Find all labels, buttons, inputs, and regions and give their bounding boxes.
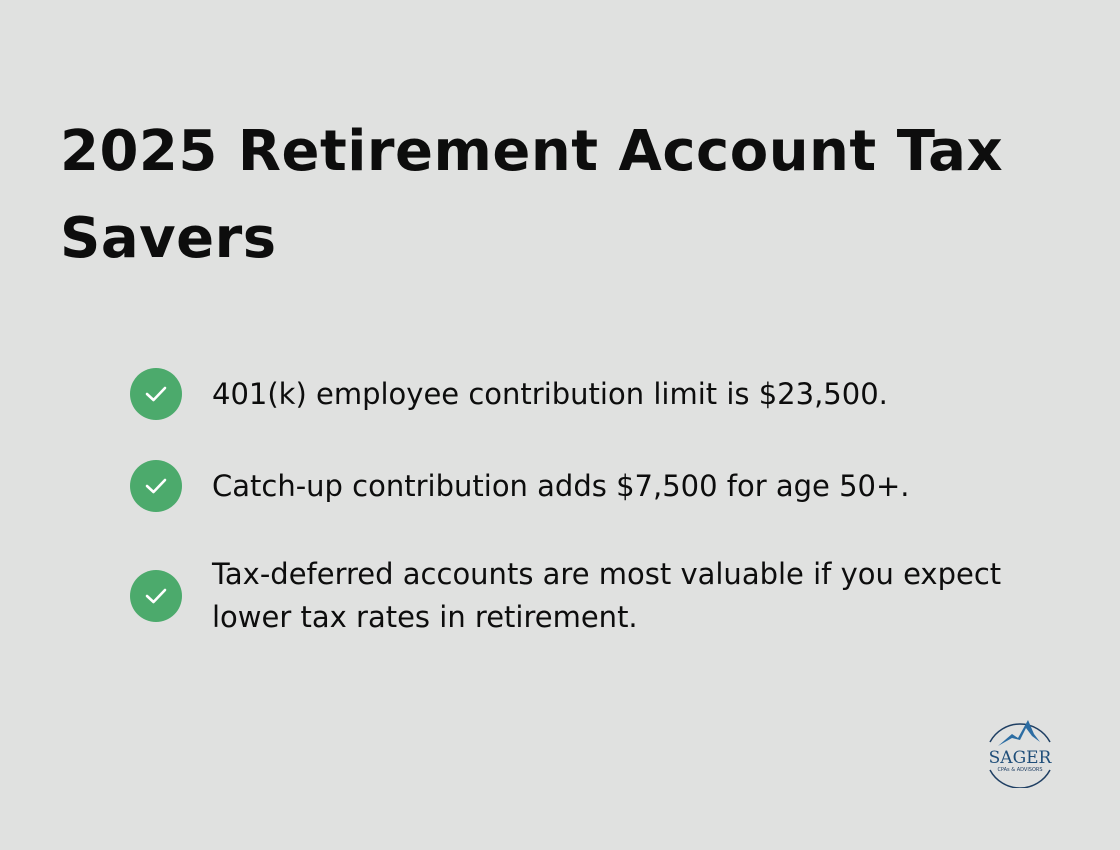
list-item: 401(k) employee contribution limit is $2… (130, 368, 1052, 420)
check-icon (130, 368, 182, 420)
list-item-text: 401(k) employee contribution limit is $2… (212, 376, 888, 411)
list-item: Catch-up contribution adds $7,500 for ag… (130, 460, 1052, 512)
check-icon (130, 460, 182, 512)
list-item-text: Tax-deferred accounts are most valuable … (212, 557, 1002, 634)
svg-text:SAGER: SAGER (989, 748, 1053, 768)
sager-logo: SAGER CPAs & ADVISORS (976, 712, 1064, 789)
page-title: 2025 Retirement Account Tax Savers (60, 119, 1004, 271)
check-icon (130, 570, 182, 622)
list-item-text: Catch-up contribution adds $7,500 for ag… (212, 468, 910, 503)
list-item: Tax-deferred accounts are most valuable … (130, 553, 1052, 639)
svg-text:CPAs & ADVISORS: CPAs & ADVISORS (997, 767, 1042, 773)
